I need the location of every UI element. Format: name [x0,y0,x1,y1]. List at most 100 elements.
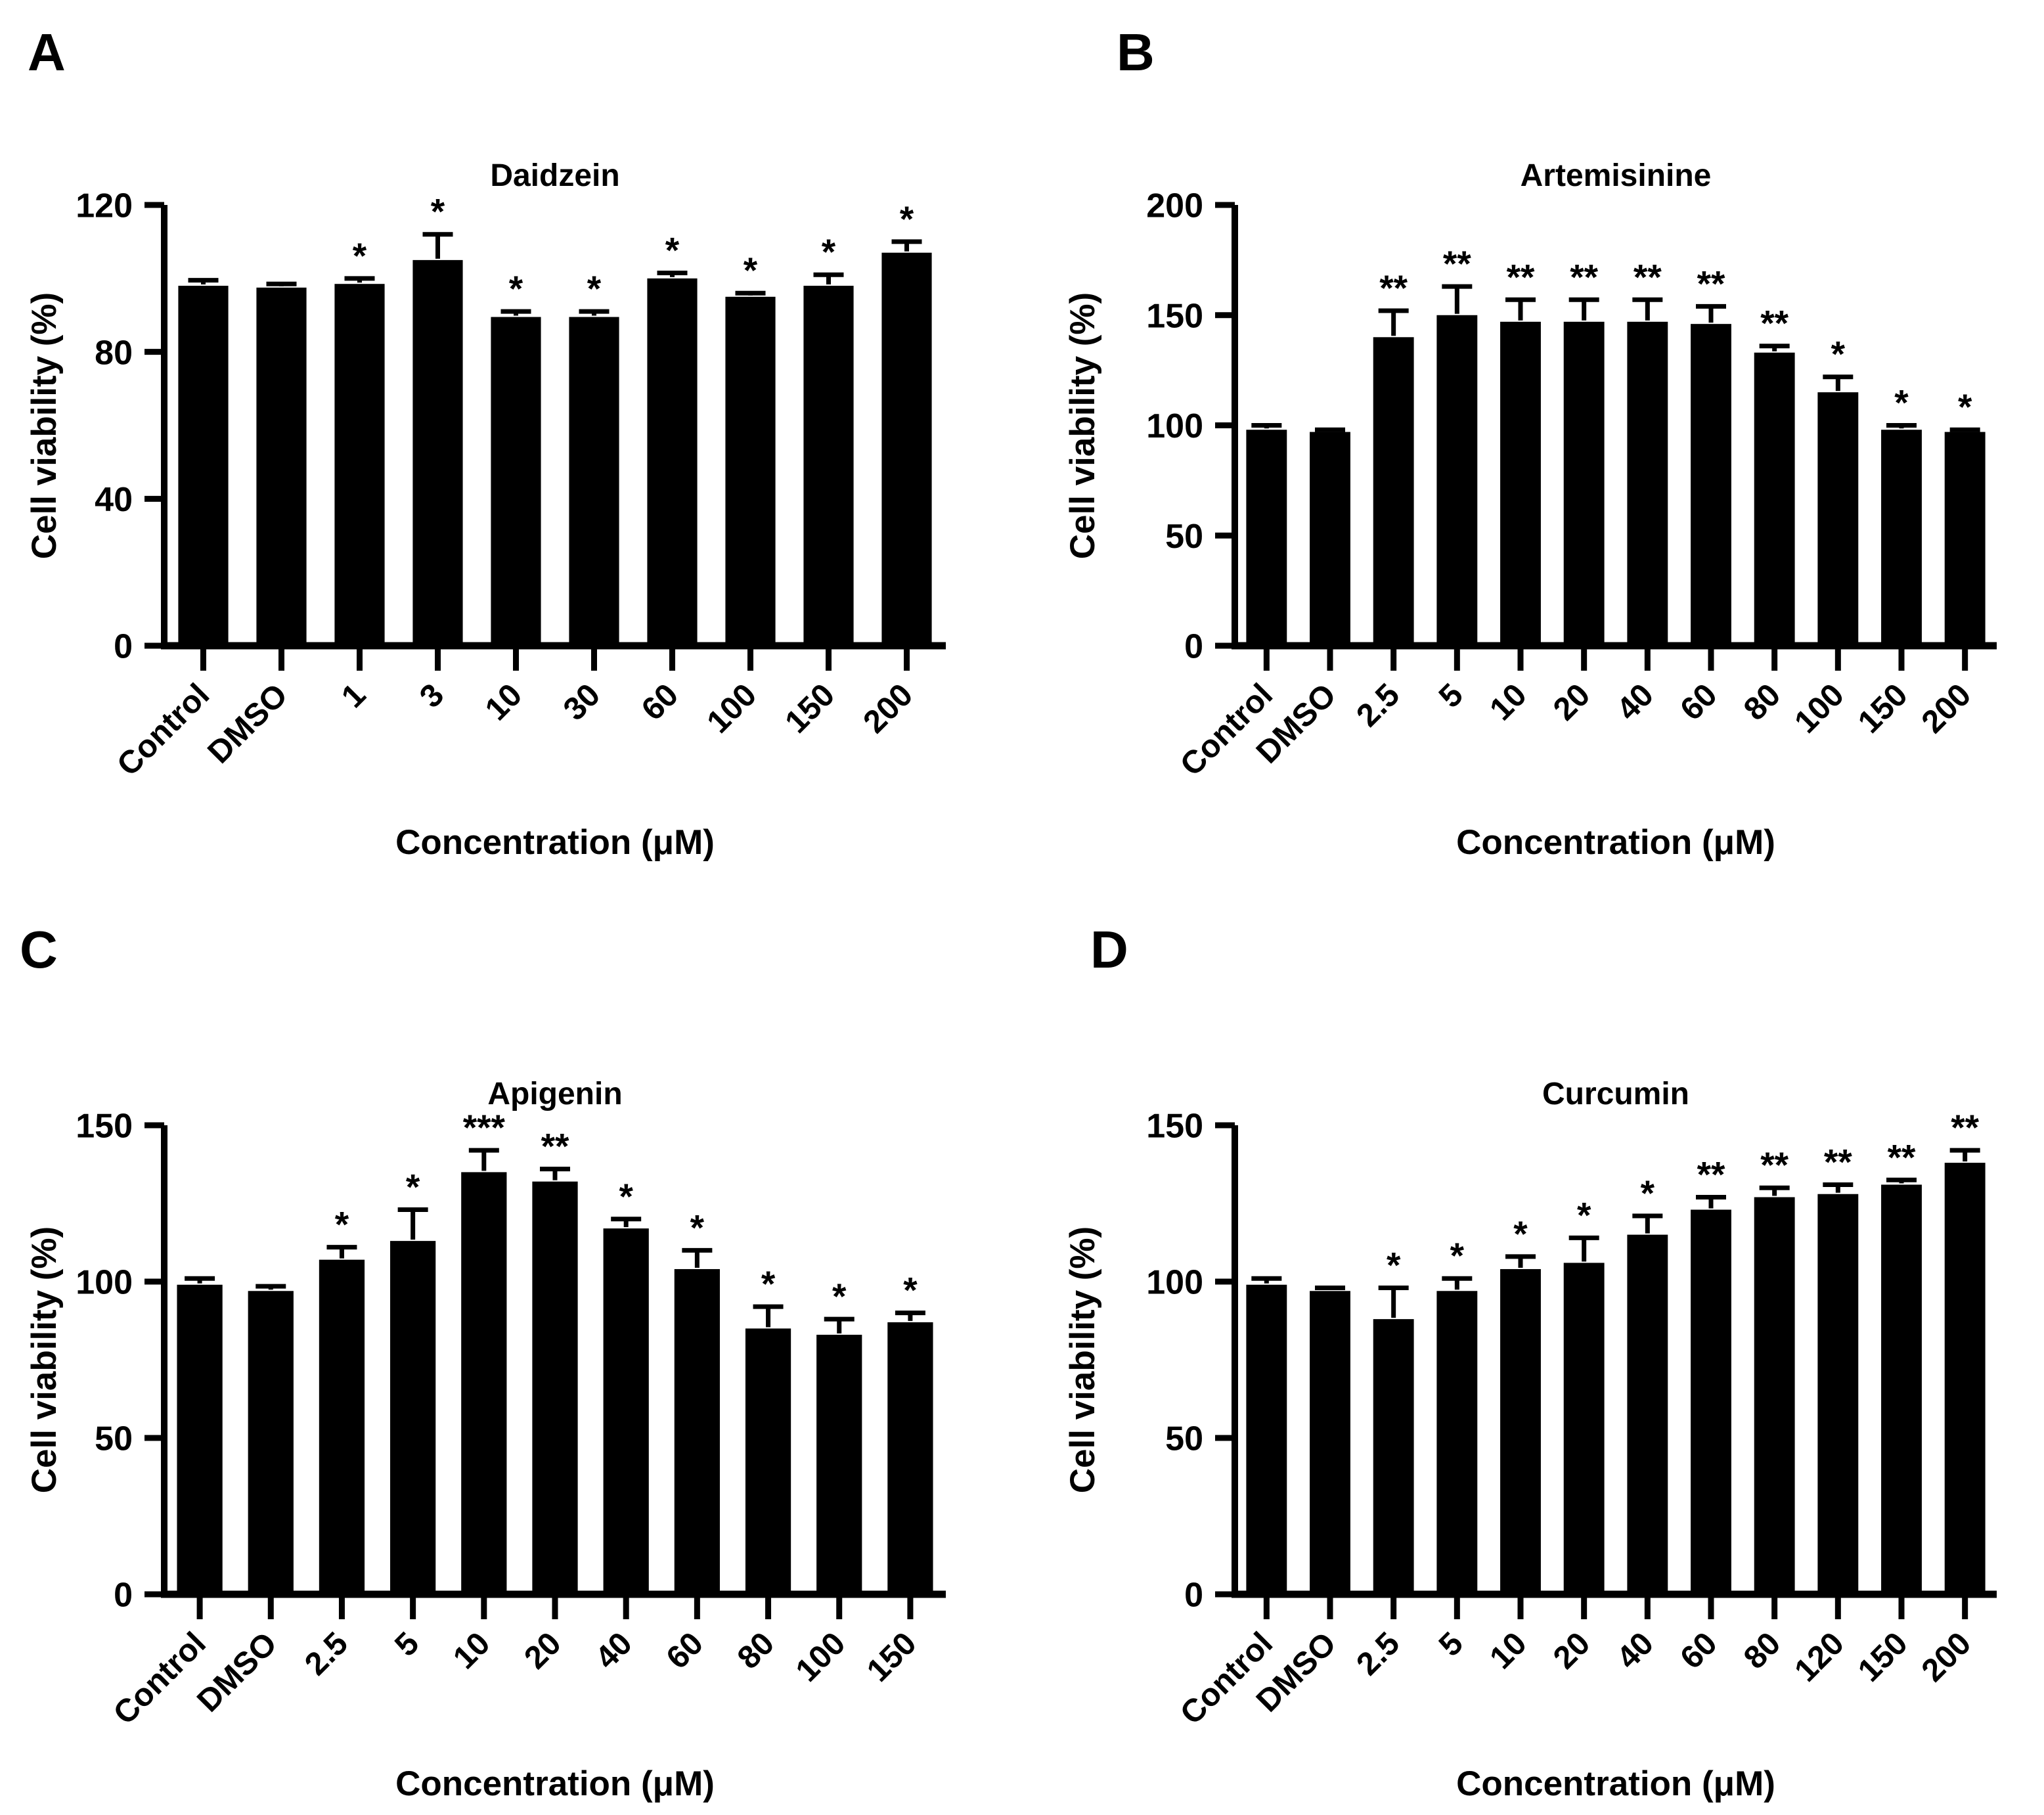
bar [1944,432,1986,646]
x-tick-label: 100 [789,1626,853,1689]
bar [178,286,229,646]
y-tick-label: 50 [1165,1420,1203,1458]
bar [491,317,541,646]
x-tick-label: DMSO [201,677,294,771]
x-tick-label: 60 [659,1626,710,1676]
bar [461,1172,507,1594]
y-tick-label: 50 [1165,518,1203,556]
significance-label: * [1958,386,1972,427]
significance-label: *** [463,1107,506,1148]
significance-label: ** [1697,1154,1725,1194]
x-tick-label: 150 [778,677,841,740]
significance-label: ** [1760,1144,1788,1185]
bar [1627,321,1668,646]
significance-label: ** [1379,267,1408,308]
significance-label: * [335,1204,349,1245]
significance-label: * [665,229,680,270]
bar [390,1241,436,1594]
bar [887,1322,933,1594]
y-tick-label: 50 [95,1420,133,1458]
bar [603,1228,649,1594]
y-tick-label: 100 [1146,407,1203,445]
bar [1881,1184,1922,1594]
x-tick-label: 60 [635,677,686,728]
significance-label: * [619,1176,633,1217]
bar [647,278,698,646]
bar [1500,1268,1541,1594]
bar [1436,1291,1478,1594]
y-tick-label: 150 [76,1108,133,1146]
x-tick-label: 60 [1674,1626,1724,1676]
x-tick-label: 20 [1547,1626,1597,1676]
x-tick-label: 20 [518,1626,568,1676]
significance-label: * [1577,1194,1591,1235]
significance-label: ** [1570,256,1598,297]
bar [1563,1263,1605,1594]
significance-label: * [1894,382,1909,423]
y-tick-label: 0 [114,628,133,666]
x-tick-label: 30 [557,677,608,728]
x-tick-label: 100 [1788,677,1851,740]
x-tick-label: 40 [1610,677,1660,728]
significance-label: ** [1443,243,1471,284]
x-tick-label: 60 [1674,677,1724,728]
x-tick-label: 2.5 [298,1626,355,1682]
x-tick-label: Control [1174,677,1279,783]
significance-label: * [406,1167,420,1207]
bar [881,252,932,646]
x-tick-label: 5 [388,1626,426,1663]
bar [1246,430,1287,646]
significance-label: * [509,268,523,309]
significance-label: * [900,198,914,239]
bar [745,1328,791,1594]
y-tick-label: 80 [95,334,133,372]
x-tick-label: 80 [731,1626,782,1676]
bar [1373,337,1414,646]
x-tick-label: 200 [856,677,920,740]
significance-label: * [761,1263,776,1304]
y-tick-label: 200 [1146,187,1203,225]
significance-label: * [1641,1173,1655,1213]
x-tick-label: 200 [1915,677,1978,740]
x-tick-label: 40 [589,1626,639,1676]
panel-d-label: D [1090,920,1128,979]
bar [674,1268,720,1594]
significance-label: ** [1888,1136,1916,1177]
y-axis-title: Cell viability (%) [1063,1226,1102,1493]
significance-label: ** [541,1126,569,1167]
x-tick-label: 150 [860,1626,923,1689]
x-tick-label: 40 [1610,1626,1660,1676]
significance-label: ** [1824,1141,1852,1182]
x-tick-label: Control [107,1626,213,1732]
bar [248,1291,294,1594]
bar [569,317,619,646]
x-tick-label: 2.5 [1350,1626,1406,1682]
x-tick-label: 120 [1788,1626,1851,1689]
x-tick-label: 5 [1433,1626,1470,1663]
bar [1563,321,1605,646]
significance-label: * [431,191,445,232]
y-tick-label: 0 [1184,1577,1203,1615]
y-tick-label: 0 [114,1577,133,1615]
x-axis-title: Concentration (μM) [1456,1764,1775,1803]
significance-label: * [1831,334,1846,374]
significance-label: ** [1951,1107,1979,1148]
bar [1754,1197,1795,1594]
x-tick-label: 100 [700,677,763,740]
chart-title: Curcumin [1542,1077,1689,1111]
x-axis-title: Concentration (μM) [395,1764,715,1803]
y-tick-label: 100 [1146,1264,1203,1302]
panel-a-label: A [28,23,66,81]
significance-label: * [1513,1213,1528,1254]
bar [1691,324,1731,646]
y-tick-label: 0 [1184,628,1203,666]
y-axis-title: Cell viability (%) [25,1226,64,1493]
y-tick-label: 150 [1146,1108,1203,1146]
x-tick-label: 200 [1915,1626,1978,1689]
significance-label: * [822,231,836,272]
y-tick-label: 150 [1146,297,1203,335]
y-tick-label: 120 [76,187,133,225]
